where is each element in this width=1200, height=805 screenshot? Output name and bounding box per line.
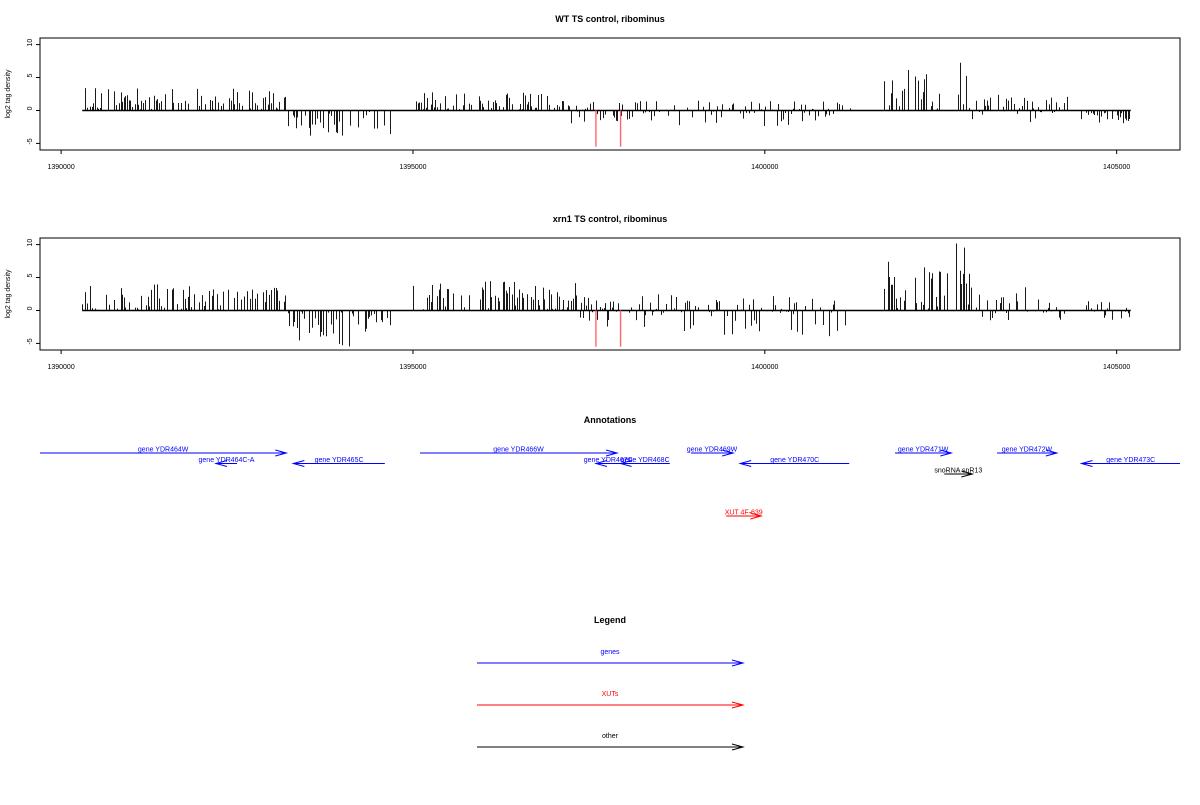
x-tick-label: 1400000 [751, 364, 778, 371]
arrow-head [722, 449, 736, 457]
x-tick-label: 1390000 [47, 364, 74, 371]
feature-gene-ydr471w: gene YDR471W [895, 447, 954, 457]
arrow-head [961, 470, 975, 478]
feature-label: gene YDR471W [898, 447, 949, 454]
chart-title: xrn1 TS control, ribominus [553, 214, 668, 224]
arrow-head [275, 449, 289, 457]
x-tick-label: 1400000 [751, 164, 778, 171]
arrow-head [940, 449, 954, 457]
feature-snorna-snr13: snoRNA snR13 [934, 468, 982, 478]
x-tick-label: 1405000 [1103, 164, 1130, 171]
annotations-title: Annotations [584, 415, 637, 425]
chart-title: WT TS control, ribominus [555, 14, 665, 24]
feature-gene-ydr465c: gene YDR465C [291, 457, 385, 467]
legend-item-genes: genes [477, 649, 745, 667]
feature-label: gene YDR464W [138, 447, 189, 454]
feature-label: gene YDR472W [1002, 447, 1053, 454]
y-tick-label: 0 [27, 306, 34, 310]
feature-gene-ydr464c-a: gene YDR464C-A [199, 457, 255, 467]
y-tick-label: 0 [27, 106, 34, 110]
arrow-head [1079, 460, 1093, 467]
legend-item-xuts: XUTs [477, 691, 745, 709]
arrow-head [618, 460, 632, 467]
feature-xut-4f-639: XUT 4F-639 [725, 510, 764, 520]
y-tick-label: -5 [27, 338, 34, 344]
legend-title: Legend [594, 615, 626, 625]
feature-gene-ydr470c: gene YDR470C [738, 457, 850, 467]
x-tick-label: 1390000 [47, 164, 74, 171]
arrow-head [738, 460, 752, 467]
feature-label: gene YDR465C [315, 457, 364, 464]
y-tick-label: 5 [27, 273, 34, 277]
legend-panel: Legend genes XUTs other [477, 615, 745, 751]
x-tick-label: 1395000 [399, 164, 426, 171]
feature-gene-ydr464w: gene YDR464W [40, 447, 289, 457]
feature-label: gene YDR470C [770, 457, 819, 464]
density-bars [82, 243, 1130, 347]
xrn1-panel: xrn1 TS control, ribominus log2 tag densi… [5, 214, 1181, 371]
y-axis-label: log2 tag density [5, 269, 12, 319]
feature-label: gene YDR469W [687, 447, 738, 454]
arrow-head [291, 460, 305, 467]
legend-label: other [602, 733, 619, 740]
y-tick-label: 5 [27, 73, 34, 77]
arrow-head [1045, 449, 1059, 457]
y-tick-label: 10 [27, 239, 34, 247]
arrow-head [731, 743, 745, 751]
annotations-panel: Annotations gene YDR464W gene YDR464C-A gen… [40, 415, 1180, 520]
arrow-head [731, 701, 745, 709]
arrow-head [731, 659, 745, 667]
plot-frame [39, 237, 1181, 351]
y-axis-label: log2 tag density [5, 69, 12, 119]
plot-frame [39, 37, 1181, 151]
x-tick-label: 1395000 [399, 364, 426, 371]
legend-item-other: other [477, 733, 745, 751]
arrow-head [214, 460, 228, 467]
y-tick-label: 10 [27, 39, 34, 47]
feature-label: snoRNA snR13 [934, 468, 982, 475]
feature-label: gene YDR466W [493, 447, 544, 454]
feature-gene-ydr472w: gene YDR472W [997, 447, 1059, 457]
feature-label: XUT 4F-639 [725, 510, 763, 517]
arrow-head [594, 460, 608, 467]
wt-panel: WT TS control, ribominus log2 tag density… [5, 14, 1181, 171]
arrow-head [750, 512, 764, 520]
feature-label: gene YDR473C [1106, 457, 1155, 464]
arrow-head [605, 449, 619, 457]
feature-gene-ydr469w: gene YDR469W [687, 447, 738, 457]
legend-label: XUTs [602, 691, 619, 698]
feature-label: gene YDR468C [621, 457, 670, 464]
feature-gene-ydr473c: gene YDR473C [1079, 457, 1180, 467]
feature-gene-ydr468c: gene YDR468C [618, 457, 670, 467]
density-bars [85, 62, 1130, 136]
feature-gene-ydr467c: gene YDR467C [584, 457, 633, 467]
feature-gene-ydr466w: gene YDR466W [420, 447, 619, 457]
legend-label: genes [600, 649, 620, 656]
y-tick-label: -5 [27, 138, 34, 144]
feature-label: gene YDR464C-A [199, 457, 255, 464]
feature-label: gene YDR467C [584, 457, 633, 464]
x-tick-label: 1405000 [1103, 364, 1130, 371]
